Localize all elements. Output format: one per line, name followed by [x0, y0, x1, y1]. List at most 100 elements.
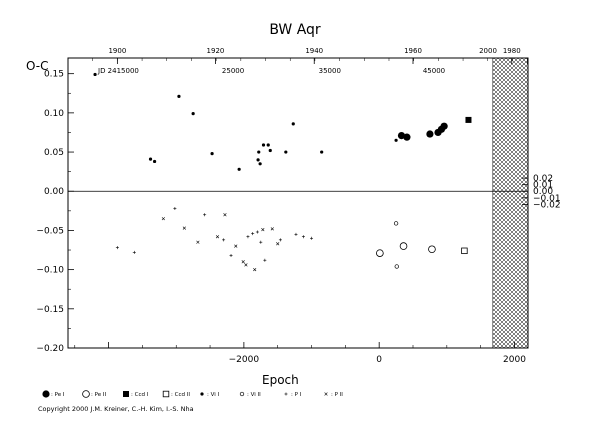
x-tick-label: 2000 — [503, 355, 526, 365]
data-point — [259, 240, 263, 244]
data-point — [196, 240, 200, 244]
x-axis-label: Epoch — [262, 373, 299, 387]
legend-marker — [239, 391, 245, 397]
data-point — [278, 238, 282, 242]
jd-tick-label: 25000 — [222, 67, 244, 75]
data-point — [394, 138, 398, 142]
right-y-tick-label: 0.01 — [533, 181, 553, 191]
cross-b — [324, 392, 328, 396]
y-tick-label: 0.05 — [44, 148, 64, 158]
data-point — [291, 122, 295, 126]
data-point — [426, 130, 434, 138]
data-point — [393, 221, 399, 226]
data-point — [258, 162, 262, 166]
data-point — [182, 226, 186, 230]
data-point — [399, 242, 408, 250]
data-point — [237, 167, 241, 171]
data-point — [253, 268, 257, 272]
data-point — [152, 159, 157, 164]
y-tick-label: 0.15 — [44, 70, 64, 80]
year-tick-label: 1920 — [207, 47, 225, 55]
cross-b — [182, 226, 186, 230]
data-point — [276, 242, 280, 246]
data-point — [161, 217, 165, 221]
legend-marker — [42, 390, 50, 398]
data-point — [148, 157, 153, 161]
cross-b — [234, 244, 238, 248]
hatched-region — [492, 57, 529, 349]
legend-marker — [123, 391, 129, 397]
data-point — [115, 246, 119, 250]
data-point — [268, 148, 272, 153]
chart-title: BW Aqr — [269, 22, 321, 38]
data-point — [284, 150, 288, 154]
data-point — [256, 158, 260, 162]
legend-marker — [200, 392, 204, 396]
data-point — [191, 112, 195, 116]
copyright-note: Copyright 2000 J.M. Kreiner, C.-H. Kim, … — [38, 405, 194, 413]
cross-b — [223, 213, 227, 217]
cross-b — [276, 242, 280, 246]
data-point — [428, 245, 436, 254]
data-point — [244, 263, 248, 267]
data-point — [461, 247, 468, 255]
data-point — [261, 228, 265, 232]
year-tick-label: 2000 — [479, 47, 497, 55]
cross-b — [261, 228, 265, 232]
data-point — [177, 94, 181, 99]
data-point — [294, 232, 298, 236]
legend-label: : Pe II — [91, 392, 106, 398]
legend-label: : Ccd I — [131, 392, 149, 398]
data-point — [376, 249, 384, 257]
year-tick-label: 1980 — [503, 47, 521, 55]
data-point — [440, 122, 448, 130]
plot-frame — [67, 57, 529, 349]
cross-b — [244, 263, 248, 267]
data-point — [257, 150, 261, 154]
year-tick-label: 1940 — [305, 47, 323, 55]
data-point — [229, 254, 233, 258]
data-point — [270, 227, 274, 231]
y-tick-label: 0.00 — [44, 187, 64, 197]
y-tick-label: 0.10 — [44, 109, 64, 119]
data-point — [251, 232, 255, 236]
right-y-tick-label: −0.01 — [533, 194, 561, 204]
data-point — [266, 143, 270, 147]
y-tick-label: −0.15 — [36, 305, 64, 315]
data-point — [132, 250, 136, 254]
right-y-tick-label: −0.02 — [533, 200, 561, 210]
data-point — [465, 116, 472, 123]
jd-axis-prefix: JD 2415000 — [97, 67, 139, 75]
cross-b — [215, 235, 220, 239]
legend-marker — [284, 392, 288, 396]
legend-marker — [162, 390, 170, 398]
legend-label: : P I — [291, 392, 302, 398]
cross-b — [196, 240, 200, 244]
data-point — [234, 244, 238, 248]
data-point — [241, 260, 245, 264]
legend-label: : Pe I — [51, 392, 65, 398]
right-y-tick-label: 0.00 — [533, 187, 553, 197]
data-point — [263, 258, 267, 262]
y-tick-label: −0.20 — [36, 344, 64, 354]
data-point — [394, 264, 399, 269]
data-point — [173, 206, 177, 210]
cross-b — [270, 227, 274, 231]
data-point — [403, 133, 411, 141]
data-point — [223, 213, 227, 217]
data-point — [210, 152, 214, 156]
data-point — [93, 72, 97, 77]
legend-marker — [324, 392, 328, 396]
year-tick-label: 1900 — [108, 47, 126, 55]
jd-tick-label: 35000 — [319, 67, 341, 75]
y-tick-label: −0.10 — [36, 266, 64, 276]
legend-label: : Vi I — [207, 392, 220, 398]
y-axis-label: O-C — [26, 59, 49, 73]
right-y-tick-label: 0.02 — [533, 174, 553, 184]
x-tick-label: 0 — [376, 355, 382, 365]
data-point — [261, 143, 266, 147]
data-point — [301, 235, 305, 239]
x-tick-label: −2000 — [229, 355, 260, 365]
cross-b — [253, 268, 257, 272]
